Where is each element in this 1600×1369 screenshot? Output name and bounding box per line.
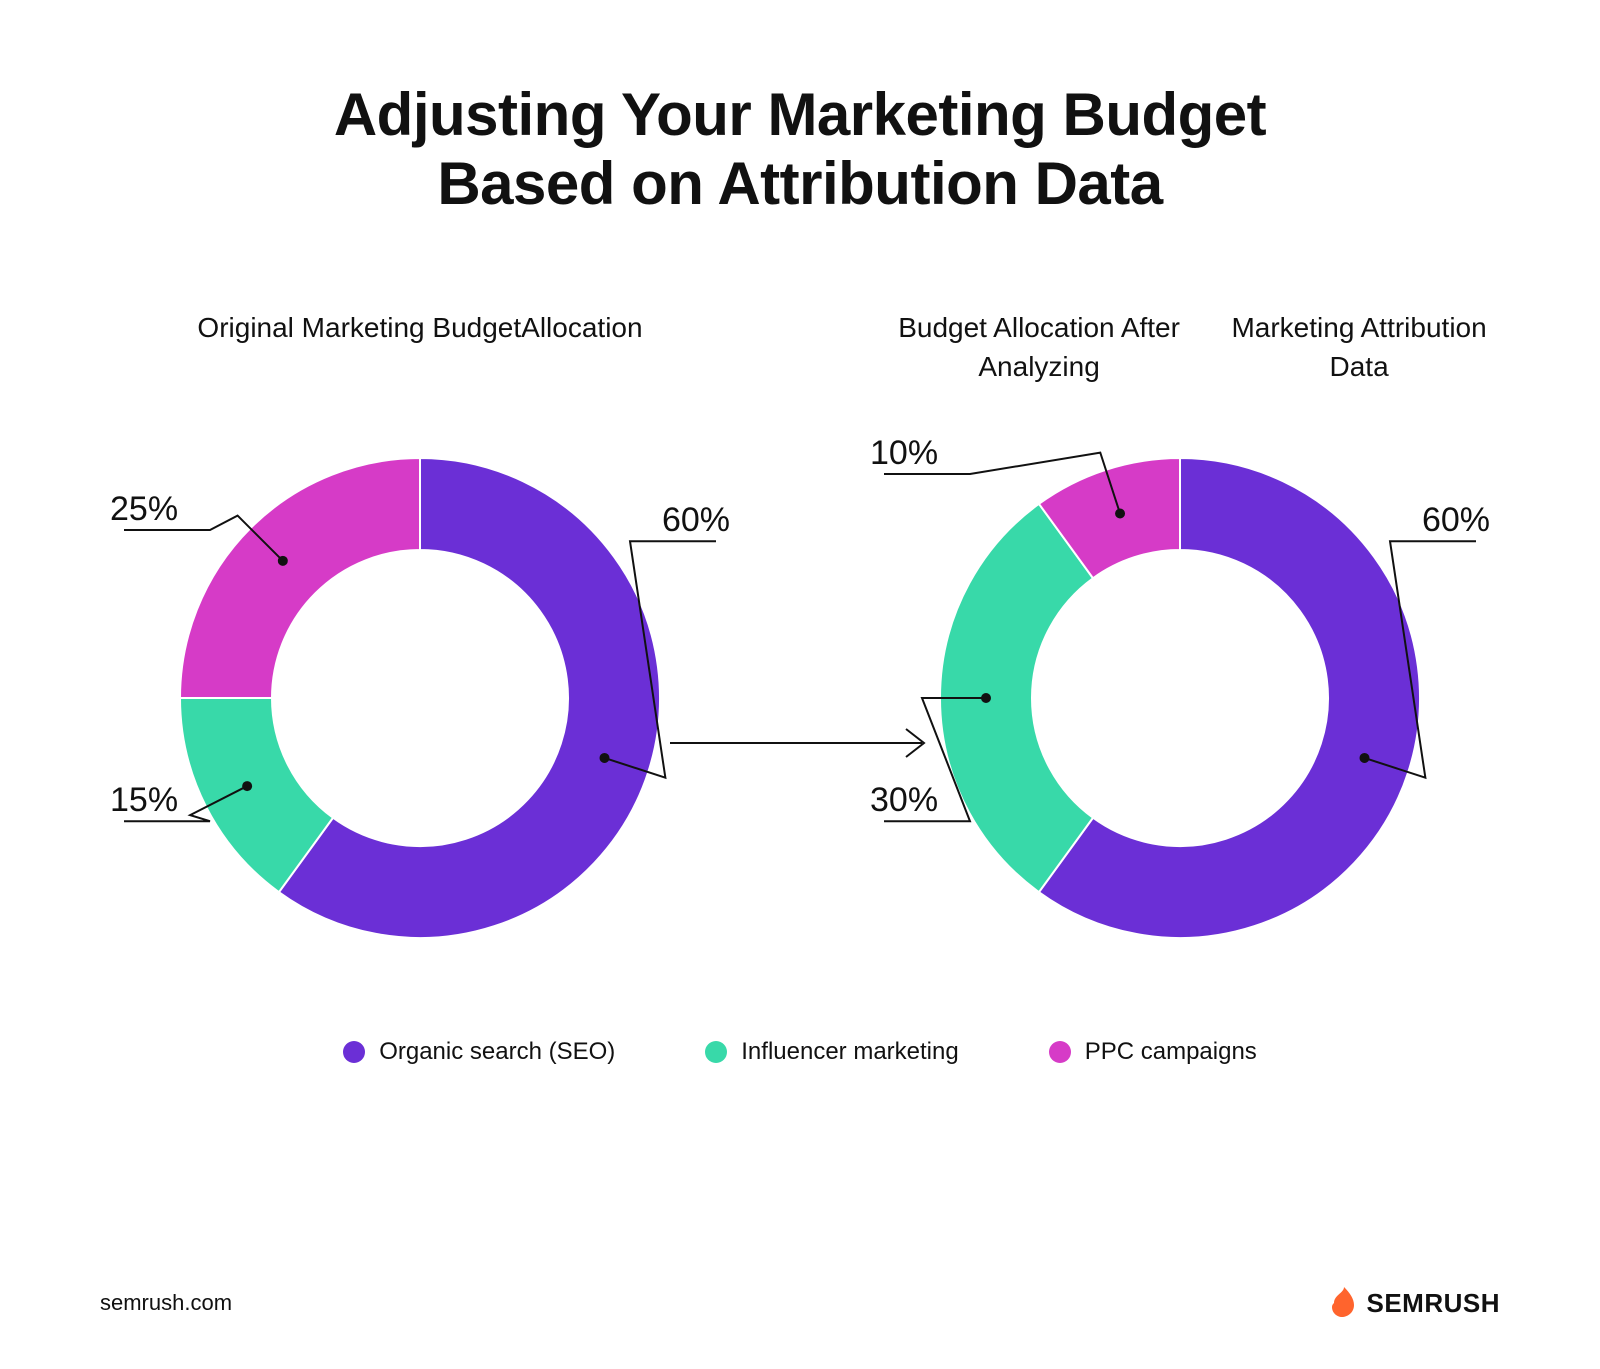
chart-after: Budget Allocation After AnalyzingMarketi… (860, 308, 1500, 978)
charts-row: Original Marketing BudgetAllocation 60%1… (100, 308, 1500, 978)
legend-label: Organic search (SEO) (379, 1038, 615, 1066)
legend-dot (343, 1041, 365, 1063)
chart-after-donut: 60%30%10% (860, 418, 1500, 978)
legend-label: PPC campaigns (1085, 1038, 1257, 1066)
legend-dot (1049, 1041, 1071, 1063)
footer: semrush.com SEMRUSH (100, 1287, 1500, 1319)
chart-before: Original Marketing BudgetAllocation 60%1… (100, 308, 740, 978)
slice-label-ppc: 10% (870, 434, 938, 473)
legend-label: Influencer marketing (741, 1038, 958, 1066)
chart-title-line: Allocation (521, 308, 642, 347)
chart-title-line: Original Marketing Budget (197, 308, 521, 347)
legend-item-influencer: Influencer marketing (705, 1038, 958, 1066)
chart-title-line: Marketing Attribution Data (1218, 308, 1500, 386)
brand-name: SEMRUSH (1366, 1288, 1500, 1319)
brand-logo: SEMRUSH (1326, 1287, 1500, 1319)
page-title: Adjusting Your Marketing Budget Based on… (100, 80, 1500, 218)
chart-title-line: Budget Allocation After Analyzing (860, 308, 1218, 386)
title-line-2: Based on Attribution Data (437, 150, 1162, 217)
legend-item-organic: Organic search (SEO) (343, 1038, 615, 1066)
chart-after-title: Budget Allocation After AnalyzingMarketi… (860, 308, 1500, 388)
fire-icon (1326, 1287, 1358, 1319)
legend-item-ppc: PPC campaigns (1049, 1038, 1257, 1066)
legend: Organic search (SEO) Influencer marketing… (100, 1038, 1500, 1066)
legend-dot (705, 1041, 727, 1063)
callout-line (100, 418, 740, 978)
footer-url: semrush.com (100, 1290, 232, 1316)
chart-before-title: Original Marketing BudgetAllocation (197, 308, 642, 388)
title-line-1: Adjusting Your Marketing Budget (334, 81, 1266, 148)
callout-line (860, 418, 1500, 978)
chart-before-donut: 60%15%25% (100, 418, 740, 978)
slice-label-ppc: 25% (110, 490, 178, 529)
